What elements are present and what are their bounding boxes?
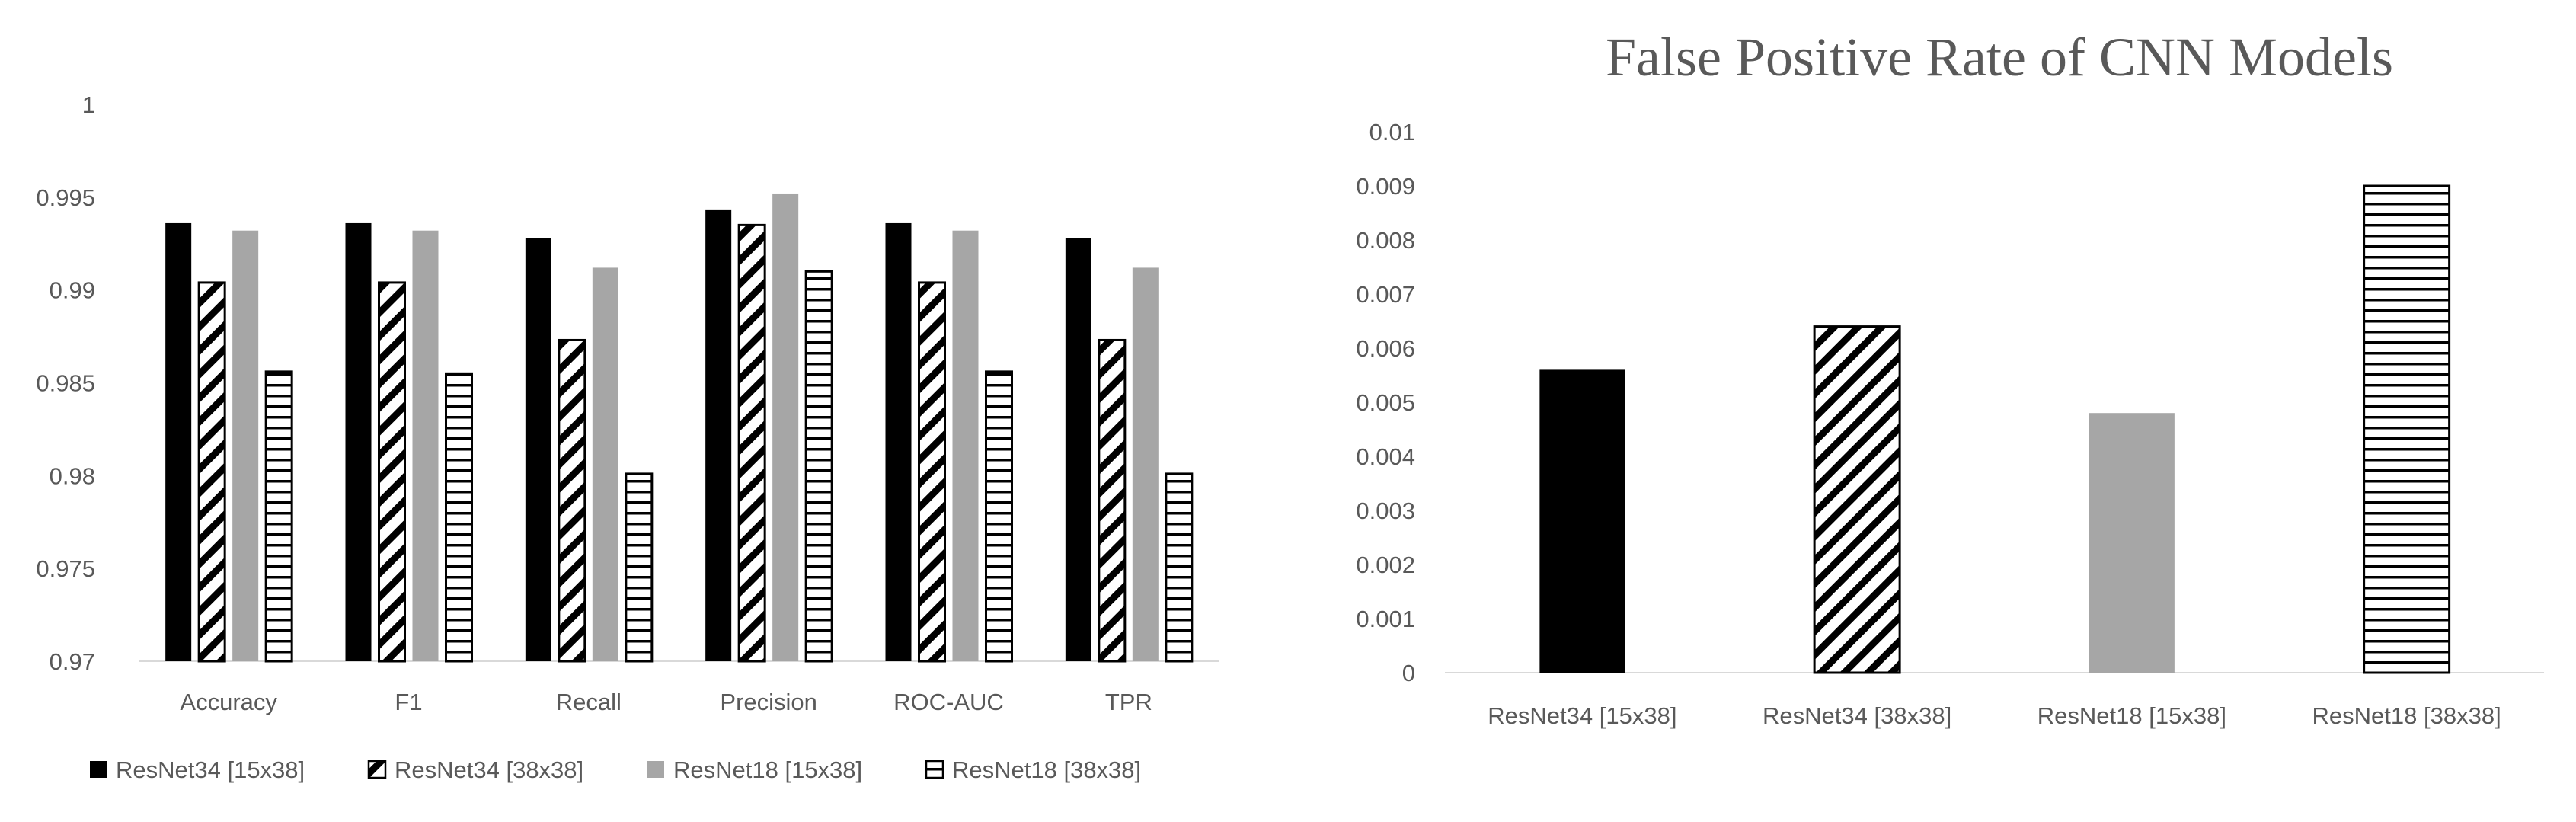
bar-precision-3 xyxy=(804,270,833,663)
x-category-label: Accuracy xyxy=(180,689,277,715)
y-tick-label: 0.009 xyxy=(1356,173,1415,200)
x-category-label: Recall xyxy=(556,689,622,715)
legend-swatch xyxy=(925,760,944,779)
legend-label: ResNet18 [38x38] xyxy=(952,756,1141,783)
y-tick-label: 1 xyxy=(82,91,95,118)
x-category-label: ROC-AUC xyxy=(893,689,1004,715)
bar-recall-3 xyxy=(625,472,654,663)
bar-f1-2 xyxy=(412,230,439,661)
y-tick-label: 0.99 xyxy=(50,277,95,304)
bar-precision-0 xyxy=(705,209,732,661)
y-tick-label: 0.005 xyxy=(1356,389,1415,416)
legend-swatch xyxy=(90,761,107,778)
y-tick-label: 0.975 xyxy=(36,555,95,582)
fpr-bar-3 xyxy=(2363,184,2451,674)
bar-f1-3 xyxy=(445,372,473,663)
legend-swatch xyxy=(647,761,664,778)
bar-accuracy-3 xyxy=(264,370,293,663)
bar-f1-0 xyxy=(345,222,372,661)
fpr-bar-chart: False Positive Rate of CNN Models 0 0.001 0… xyxy=(1356,27,2544,729)
x-category-label: ResNet18 [15x38] xyxy=(2037,702,2226,729)
bar-roc-auc-0 xyxy=(885,222,912,661)
y-tick-label: 0.001 xyxy=(1356,606,1415,632)
fpr-bar-2 xyxy=(2089,413,2175,673)
fpr-bar-1 xyxy=(1813,325,1901,674)
y-tick-label: 0.002 xyxy=(1356,552,1415,578)
y-tick-label: 0.008 xyxy=(1356,227,1415,254)
bar-precision-1 xyxy=(737,223,766,663)
y-tick-label: 0.995 xyxy=(36,184,95,211)
metrics-bar-chart: 0.97 0.975 0.98 0.985 0.99 0.995 1 Accuracy F1 Re… xyxy=(36,91,1219,783)
legend-swatch xyxy=(367,760,387,779)
y-tick-label: 0.98 xyxy=(50,462,95,489)
legend-label: ResNet18 [15x38] xyxy=(673,756,862,783)
bar-roc-auc-3 xyxy=(985,370,1013,663)
x-category-label: ResNet34 [38x38] xyxy=(1763,702,1951,729)
chart-title: False Positive Rate of CNN Models xyxy=(1606,27,2393,88)
x-category-label: ResNet18 [38x38] xyxy=(2312,702,2501,729)
bar-roc-auc-1 xyxy=(918,281,946,663)
x-category-label: TPR xyxy=(1105,689,1152,715)
fpr-bar-0 xyxy=(1539,369,1625,673)
bar-precision-2 xyxy=(772,193,799,661)
bar-recall-1 xyxy=(558,338,586,663)
bar-tpr-0 xyxy=(1065,238,1091,661)
y-tick-label: 0.985 xyxy=(36,370,95,397)
y-tick-label: 0 xyxy=(1402,660,1415,686)
bar-accuracy-0 xyxy=(165,222,192,661)
y-tick-label: 0.01 xyxy=(1369,119,1415,146)
y-tick-label: 0.006 xyxy=(1356,335,1415,362)
x-category-label: F1 xyxy=(395,689,422,715)
bar-accuracy-1 xyxy=(197,281,226,663)
bar-recall-0 xyxy=(525,238,551,661)
x-category-label: ResNet34 [15x38] xyxy=(1488,702,1676,729)
bar-accuracy-2 xyxy=(232,230,259,661)
bar-tpr-1 xyxy=(1098,338,1127,663)
legend-label: ResNet34 [38x38] xyxy=(395,756,583,783)
bar-recall-2 xyxy=(592,267,618,662)
y-tick-label: 0.004 xyxy=(1356,443,1415,470)
y-tick-label: 0.97 xyxy=(50,648,95,675)
bar-roc-auc-2 xyxy=(952,230,979,661)
y-tick-label: 0.007 xyxy=(1356,281,1415,308)
bar-f1-1 xyxy=(378,281,406,663)
x-category-label: Precision xyxy=(720,689,817,715)
y-tick-label: 0.003 xyxy=(1356,497,1415,524)
bar-tpr-2 xyxy=(1132,267,1159,662)
legend-label: ResNet34 [15x38] xyxy=(116,756,305,783)
bar-tpr-3 xyxy=(1165,472,1194,663)
